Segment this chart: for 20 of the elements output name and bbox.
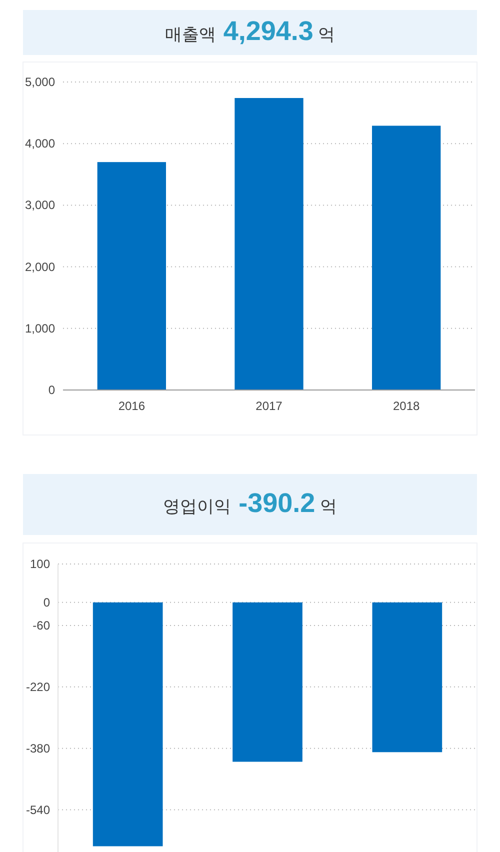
x-tick-label: 2018 — [392, 399, 420, 413]
y-tick-label: -540 — [26, 802, 50, 817]
x-tick-label: 2017 — [256, 399, 283, 413]
y-tick-label: 0 — [43, 595, 50, 610]
y-tick-label: 2,000 — [24, 260, 56, 274]
bar — [234, 98, 304, 390]
x-tick-label: 2016 — [118, 399, 146, 413]
y-tick-label: 0 — [48, 383, 56, 397]
y-tick-label: -60 — [32, 618, 50, 632]
y-tick-label: 4,000 — [24, 136, 56, 151]
chart-title: 매출액 4,294.3 억 — [164, 16, 336, 46]
chart-title: 영업이익 -390.2 억 — [163, 488, 337, 518]
y-tick-label: 100 — [30, 557, 50, 571]
bar — [97, 162, 166, 390]
y-tick-label: -380 — [26, 741, 50, 756]
y-tick-label: 3,000 — [24, 198, 56, 212]
y-tick-label: 1,000 — [24, 321, 56, 336]
y-tick-label: 5,000 — [24, 75, 56, 89]
bar — [372, 126, 441, 390]
y-tick-label: -220 — [26, 680, 50, 694]
